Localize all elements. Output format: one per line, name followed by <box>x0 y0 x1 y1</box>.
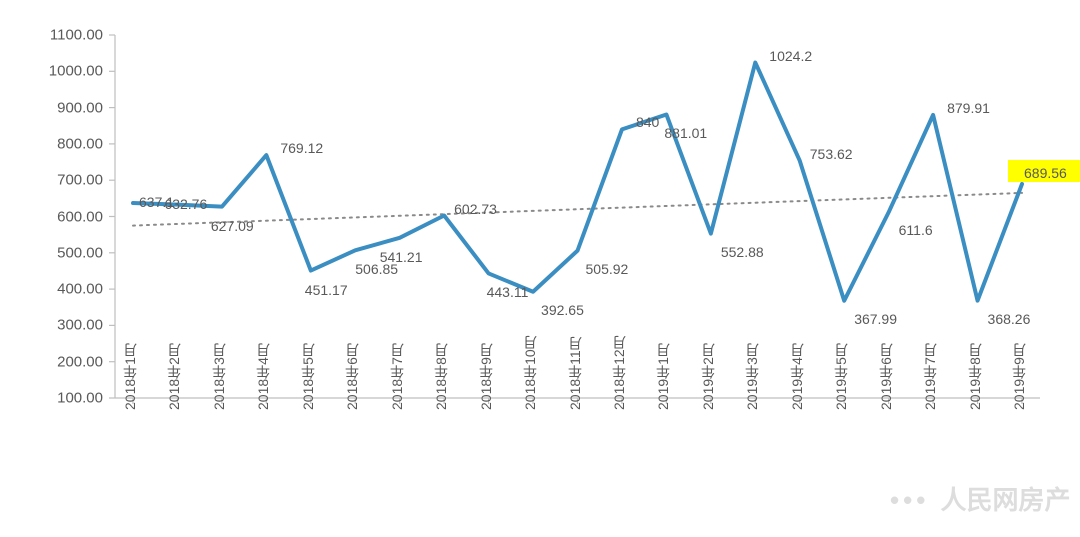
y-axis-label: 200.00 <box>0 353 103 370</box>
x-axis-label: 2019年3月 <box>742 343 762 410</box>
y-axis-label: 900.00 <box>0 99 103 116</box>
value-label: 552.88 <box>721 244 764 260</box>
value-label: 451.17 <box>305 282 348 298</box>
value-label: 611.6 <box>899 222 933 238</box>
chart-svg <box>0 0 1080 537</box>
x-axis-label: 2018年1月 <box>120 343 140 410</box>
value-label: 632.76 <box>164 196 207 212</box>
value-label: 689.56 <box>1024 165 1067 181</box>
value-label: 881.01 <box>664 125 707 141</box>
value-label: 879.91 <box>947 100 990 116</box>
value-label: 392.65 <box>541 302 584 318</box>
x-axis-label: 2018年6月 <box>342 343 362 410</box>
value-label: 1024.2 <box>769 48 812 64</box>
y-axis-label: 300.00 <box>0 317 103 334</box>
data-line <box>133 63 1022 301</box>
x-axis-label: 2018年9月 <box>476 343 496 410</box>
y-axis-label: 400.00 <box>0 281 103 298</box>
y-axis-label: 1100.00 <box>0 27 103 44</box>
x-axis-label: 2018年12月 <box>609 335 629 410</box>
x-axis-label: 2019年2月 <box>698 343 718 410</box>
x-axis-label: 2019年5月 <box>831 343 851 410</box>
x-axis-label: 2018年3月 <box>209 343 229 410</box>
x-axis-label: 2019年8月 <box>965 343 985 410</box>
x-axis-label: 2018年8月 <box>431 343 451 410</box>
y-axis-label: 500.00 <box>0 244 103 261</box>
x-axis-label: 2018年10月 <box>520 335 540 410</box>
x-axis-label: 2019年1月 <box>653 343 673 410</box>
x-axis-label: 2019年9月 <box>1009 343 1029 410</box>
y-axis-label: 700.00 <box>0 172 103 189</box>
x-axis-label: 2018年4月 <box>253 343 273 410</box>
x-axis-label: 2018年2月 <box>164 343 184 410</box>
x-axis-label: 2019年7月 <box>920 343 940 410</box>
value-label: 753.62 <box>810 146 853 162</box>
value-label: 769.12 <box>280 140 323 156</box>
y-axis-label: 600.00 <box>0 208 103 225</box>
line-chart: 100.00 200.00 300.00 400.00 500.00 600.00 700.… <box>0 0 1080 537</box>
y-axis-label: 100.00 <box>0 390 103 407</box>
x-axis-label: 2018年11月 <box>565 336 585 410</box>
x-axis-label: 2019年6月 <box>876 343 896 410</box>
x-axis-label: 2019年4月 <box>787 343 807 410</box>
y-axis-label: 1000.00 <box>0 63 103 80</box>
value-label: 840 <box>636 114 659 130</box>
x-axis-label: 2018年7月 <box>387 343 407 410</box>
value-label: 505.92 <box>586 261 629 277</box>
value-label: 541.21 <box>380 249 423 265</box>
x-axis-label: 2018年5月 <box>298 343 318 410</box>
value-label: 367.99 <box>854 311 897 327</box>
value-label: 443.11 <box>487 284 529 300</box>
value-label: 602.73 <box>454 201 497 217</box>
value-label: 368.26 <box>988 311 1031 327</box>
y-axis-label: 800.00 <box>0 135 103 152</box>
value-label: 627.09 <box>211 218 254 234</box>
